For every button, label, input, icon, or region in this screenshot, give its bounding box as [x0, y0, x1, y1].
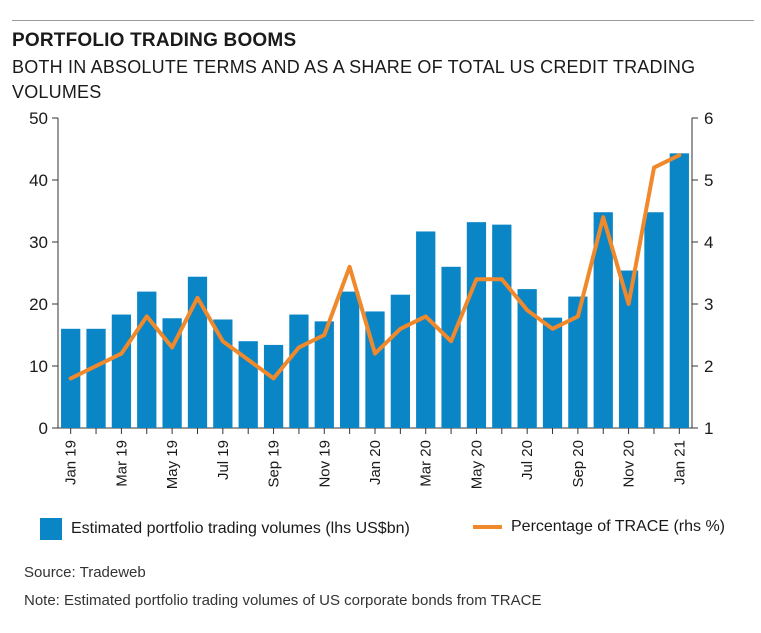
- left-tick-label: 20: [29, 295, 48, 314]
- bar: [137, 291, 157, 428]
- trace-percentage-point: [196, 297, 198, 299]
- trace-percentage-point: [475, 278, 477, 280]
- trace-percentage-point: [120, 353, 122, 355]
- legend-item-line: Percentage of TRACE (rhs %): [473, 518, 725, 536]
- x-tick-label: Nov 20: [621, 440, 638, 488]
- chart-subtitle: BOTH IN ABSOLUTE TERMS AND AS A SHARE OF…: [12, 57, 696, 102]
- bar: [213, 319, 233, 428]
- right-tick-label: 1: [704, 419, 713, 438]
- trace-percentage-point: [323, 334, 325, 336]
- x-tick-label: Jan 21: [671, 440, 688, 485]
- bar: [568, 296, 588, 428]
- left-tick-label: 10: [29, 357, 48, 376]
- x-tick-label: Mar 19: [113, 440, 130, 487]
- right-tick-label: 6: [704, 109, 713, 128]
- x-tick-label: Jan 19: [63, 440, 80, 485]
- bar: [441, 266, 461, 428]
- top-rule: [12, 20, 754, 21]
- right-tick-label: 3: [704, 295, 713, 314]
- trace-percentage-point: [222, 340, 224, 342]
- trace-percentage-point: [526, 309, 528, 311]
- chart-title: PORTFOLIO TRADING BOOMS: [12, 30, 297, 51]
- trace-percentage-point: [171, 346, 173, 348]
- bar: [542, 317, 563, 428]
- legend-label-line: Percentage of TRACE (rhs %): [511, 518, 726, 535]
- trace-percentage-point: [425, 315, 427, 317]
- bar: [390, 294, 410, 428]
- legend-item-bars: Estimated portfolio trading volumes (lhs…: [40, 518, 410, 540]
- x-tick-label: Jul 20: [519, 440, 536, 480]
- trace-percentage-point: [501, 278, 503, 280]
- note-text: Note: Estimated portfolio trading volume…: [24, 592, 542, 609]
- x-tick-label: Nov 19: [316, 440, 333, 488]
- right-tick-label: 5: [704, 171, 713, 190]
- trace-percentage-point: [628, 303, 630, 305]
- x-tick-label: May 19: [164, 440, 181, 489]
- legend-swatch-line: [473, 525, 502, 529]
- bar: [289, 314, 309, 428]
- trace-percentage-point: [95, 365, 97, 367]
- trace-percentage-point: [146, 315, 148, 317]
- bar: [593, 212, 613, 428]
- bar: [644, 212, 664, 428]
- bar: [162, 318, 182, 428]
- bar: [517, 289, 537, 428]
- trace-percentage-point: [450, 340, 452, 342]
- bar: [314, 321, 334, 428]
- bar: [618, 270, 639, 428]
- right-tick-label: 2: [704, 357, 713, 376]
- bar: [669, 153, 689, 428]
- trace-percentage-point: [399, 328, 401, 330]
- left-tick-label: 0: [39, 419, 48, 438]
- trace-percentage-point: [577, 315, 579, 317]
- trace-percentage-point: [552, 328, 554, 330]
- right-tick-label: 4: [704, 233, 713, 252]
- legend-swatch-bar: [40, 518, 62, 540]
- bar: [263, 344, 284, 428]
- legend-label-bars: Estimated portfolio trading volumes (lhs…: [71, 520, 410, 537]
- left-tick-label: 50: [29, 109, 48, 128]
- trace-percentage-point: [653, 167, 655, 169]
- left-tick-label: 30: [29, 233, 48, 252]
- trace-percentage-point: [602, 216, 604, 218]
- left-tick-label: 40: [29, 171, 48, 190]
- trace-percentage-point: [298, 346, 300, 348]
- bar: [86, 328, 106, 428]
- bar: [111, 314, 132, 428]
- bar: [492, 224, 512, 428]
- trace-percentage-point: [273, 377, 275, 379]
- x-tick-label: Mar 20: [418, 440, 435, 487]
- x-tick-label: Jan 20: [367, 440, 384, 485]
- bar: [340, 291, 360, 428]
- x-tick-label: Jul 19: [215, 440, 232, 480]
- trace-percentage-point: [374, 353, 376, 355]
- trace-percentage-point: [247, 359, 249, 361]
- trace-percentage-point: [70, 377, 72, 379]
- source-text: Source: Tradeweb: [24, 564, 146, 581]
- x-tick-label: Sep 20: [570, 440, 587, 488]
- bar: [416, 231, 436, 428]
- x-tick-label: May 20: [468, 440, 485, 489]
- trace-percentage-point: [349, 266, 351, 268]
- trace-percentage-point: [678, 154, 680, 156]
- bar: [466, 222, 487, 428]
- x-tick-label: Sep 19: [266, 440, 283, 488]
- bar: [187, 276, 208, 428]
